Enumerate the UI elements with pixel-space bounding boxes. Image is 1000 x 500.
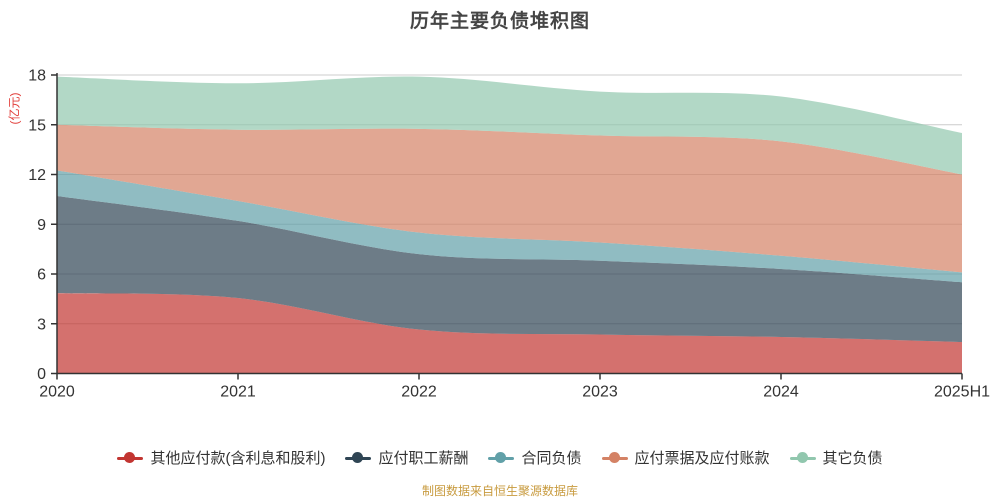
- legend-item-3[interactable]: 应付票据及应付账款: [601, 447, 770, 468]
- stacked-area-chart: 0 3 6 9 12 15 18 2020 2021 2022 2023 2024 2025H1: [28, 68, 990, 401]
- y-axis-tick-label: 0: [37, 366, 46, 383]
- y-axis-tick-label: 6: [37, 267, 46, 284]
- area-series-group: [57, 76, 962, 374]
- x-axis-tick-label: 2022: [401, 384, 437, 401]
- legend-line-dot-icon: [601, 452, 628, 464]
- legend-label: 应付票据及应付账款: [634, 450, 770, 467]
- legend: 其他应付款(含利息和股利) 应付职工薪酬 合同负债 应付票据及应付账款 其它负债: [0, 447, 1000, 468]
- legend-line-dot-icon: [789, 452, 816, 464]
- legend-line-dot-icon: [488, 452, 515, 464]
- y-axis-tick-label: 3: [37, 316, 46, 333]
- area-series-2[interactable]: [57, 170, 962, 283]
- chart-title: 历年主要负债堆积图: [409, 11, 590, 32]
- y-axis-tick-label: 12: [28, 167, 46, 184]
- y-axis-tick-label: 18: [28, 68, 46, 85]
- axis-labels: 0 3 6 9 12 15 18 2020 2021 2022 2023 2024 2025H1: [28, 68, 990, 401]
- legend-label: 合同负债: [521, 450, 582, 467]
- legend-item-1[interactable]: 应付职工薪酬: [345, 447, 468, 468]
- legend-label: 其他应付款(含利息和股利): [150, 450, 326, 467]
- legend-item-4[interactable]: 其它负债: [789, 447, 883, 468]
- axes: [51, 73, 963, 380]
- area-series-3[interactable]: [57, 124, 962, 273]
- legend-line-dot-icon: [117, 452, 144, 464]
- y-axis-tick-label: 15: [28, 117, 46, 134]
- x-axis-tick-label: 2025H1: [934, 384, 990, 401]
- legend-label: 其它负债: [822, 450, 883, 467]
- x-axis-tick-label: 2024: [763, 384, 799, 401]
- y-axis-tick-label: 9: [37, 217, 46, 234]
- area-series-1[interactable]: [57, 196, 962, 342]
- data-source-note: 制图数据来自恒生聚源数据库: [421, 484, 578, 498]
- legend-item-2[interactable]: 合同负债: [488, 447, 582, 468]
- x-axis-tick-label: 2023: [582, 384, 618, 401]
- area-series-0[interactable]: [57, 293, 962, 374]
- legend-label: 应付职工薪酬: [378, 450, 469, 467]
- area-series-4[interactable]: [57, 76, 962, 175]
- legend-item-0[interactable]: 其他应付款(含利息和股利): [117, 447, 325, 468]
- x-axis-tick-label: 2021: [220, 384, 256, 401]
- x-axis-tick-label: 2020: [39, 384, 75, 401]
- legend-line-dot-icon: [345, 452, 372, 464]
